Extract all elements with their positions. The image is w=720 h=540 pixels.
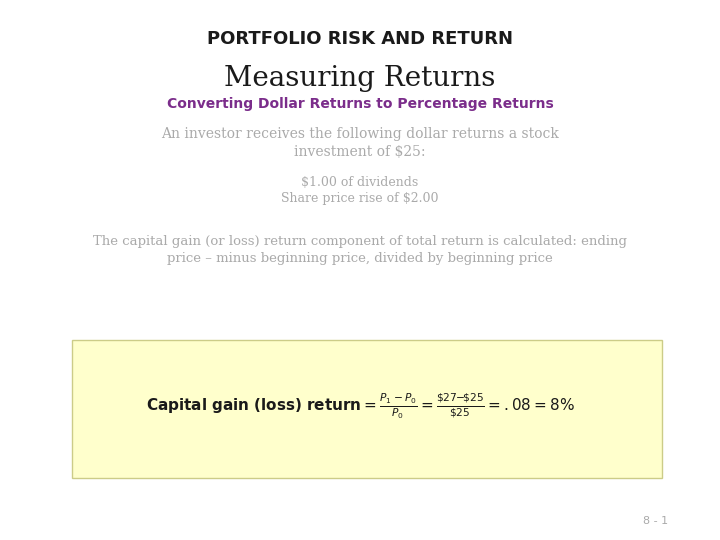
Text: $1.00 of dividends: $1.00 of dividends	[302, 176, 418, 188]
Text: 8 - 1: 8 - 1	[643, 516, 667, 526]
Text: PORTFOLIO RISK AND RETURN: PORTFOLIO RISK AND RETURN	[207, 30, 513, 48]
Text: The capital gain (or loss) return component of total return is calculated: endin: The capital gain (or loss) return compon…	[93, 235, 627, 265]
Text: Share price rise of $2.00: Share price rise of $2.00	[282, 192, 438, 205]
Text: An investor receives the following dollar returns a stock
investment of $25:: An investor receives the following dolla…	[161, 127, 559, 159]
FancyBboxPatch shape	[72, 340, 662, 478]
Text: Converting Dollar Returns to Percentage Returns: Converting Dollar Returns to Percentage …	[166, 97, 554, 111]
Text: $\mathbf{Capital\ gain\ (loss)\ return} = \frac{P_1 - P_0}{P_0} = \frac{\$27\!\!: $\mathbf{Capital\ gain\ (loss)\ return} …	[145, 392, 575, 421]
Text: Measuring Returns: Measuring Returns	[225, 65, 495, 92]
